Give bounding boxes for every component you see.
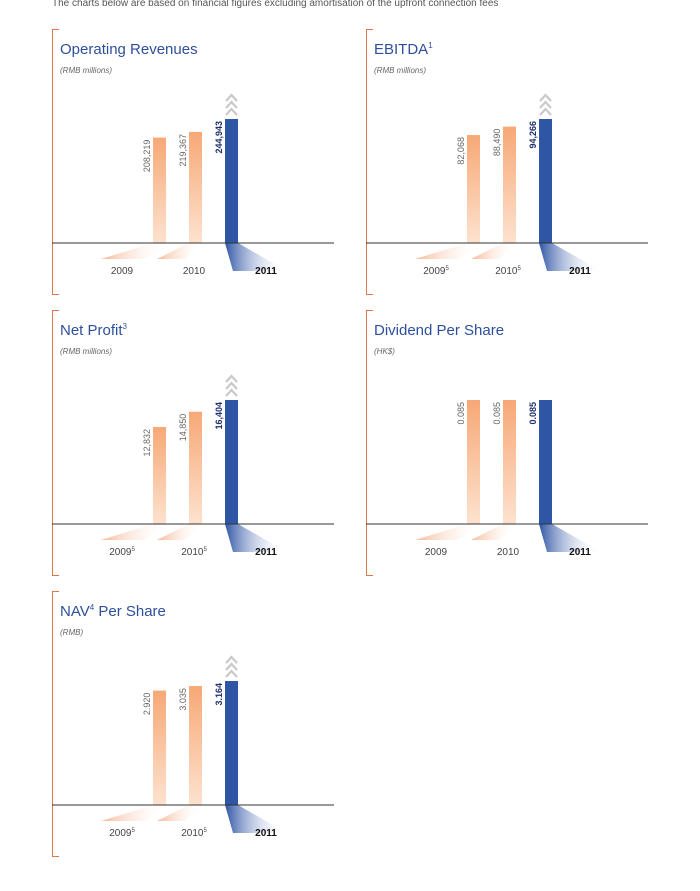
bar-2009 bbox=[467, 135, 480, 243]
year-label: 2009 bbox=[111, 266, 134, 277]
panel-bracket bbox=[366, 310, 373, 576]
growth-arrow-icon bbox=[225, 388, 238, 397]
value-label: 0.085 bbox=[456, 402, 466, 425]
value-label: 3.035 bbox=[178, 688, 188, 711]
value-label: 208,219 bbox=[142, 140, 152, 173]
value-label: 12,832 bbox=[142, 429, 152, 457]
bar-2011 bbox=[225, 400, 238, 524]
chart-title: Dividend Per Share bbox=[374, 322, 505, 339]
year-label: 2011 bbox=[569, 547, 591, 558]
year-label: 2010 bbox=[183, 266, 206, 277]
chart-operating-revenues: Operating Revenues (RMB millions) 208,21… bbox=[52, 29, 342, 295]
value-label: 88,490 bbox=[492, 129, 502, 157]
value-label: 244,943 bbox=[214, 121, 224, 154]
chart-unit: (HK$) bbox=[374, 347, 395, 356]
growth-arrow-icon bbox=[225, 655, 238, 664]
bar-2009 bbox=[153, 690, 166, 805]
value-label: 94,266 bbox=[528, 121, 538, 149]
bar-reflection bbox=[157, 805, 202, 821]
bar-chart: 0.085 2009 0.085 2010 0.085 2011 bbox=[366, 400, 648, 558]
year-label: 2009 bbox=[425, 547, 448, 558]
bar-chart: 208,219 2009 219,367 2010 244,943 2011 bbox=[52, 93, 334, 277]
panel-bracket bbox=[52, 591, 59, 857]
value-label: 0.085 bbox=[492, 402, 502, 425]
year-label: 2011 bbox=[569, 266, 591, 277]
bar-reflection bbox=[101, 243, 166, 259]
bar-reflection bbox=[157, 243, 202, 259]
bar-2010 bbox=[189, 131, 202, 243]
chart-net-profit: Net Profit3 (RMB millions) 12,832 20095 14… bbox=[52, 310, 342, 576]
bar-chart: 82,068 20095 88,490 20105 94,266 2011 bbox=[366, 93, 648, 277]
bar-reflection bbox=[225, 524, 287, 552]
bar-chart: 2.920 20095 3.035 20105 3.164 2011 bbox=[52, 655, 334, 839]
bar-2010 bbox=[189, 686, 202, 805]
growth-arrow-icon bbox=[225, 662, 238, 671]
bar-2010 bbox=[189, 411, 202, 524]
bar-reflection bbox=[225, 805, 287, 833]
growth-arrow-icon bbox=[225, 93, 238, 102]
growth-arrow-icon bbox=[225, 374, 238, 383]
bar-reflection bbox=[471, 243, 516, 259]
chart-ebitda: EBITDA1 (RMB millions) 82,068 20095 88,490… bbox=[366, 29, 656, 295]
value-label: 82,068 bbox=[456, 137, 466, 165]
chart-dividend-per-share: Dividend Per Share (HK$) 0.085 2009 0.085 2… bbox=[366, 310, 656, 576]
bar-reflection bbox=[471, 524, 516, 540]
year-label: 2011 bbox=[255, 266, 277, 277]
growth-arrow-icon bbox=[225, 669, 238, 678]
bar-reflection bbox=[415, 524, 480, 540]
bar-2010 bbox=[503, 400, 516, 524]
chart-title: EBITDA1 bbox=[374, 41, 433, 58]
value-label: 0.085 bbox=[528, 402, 538, 425]
year-label: 2011 bbox=[255, 828, 277, 839]
bar-2011 bbox=[539, 119, 552, 243]
chart-unit: (RMB millions) bbox=[60, 66, 112, 75]
chart-unit: (RMB millions) bbox=[374, 66, 426, 75]
bar-2009 bbox=[467, 400, 480, 524]
bar-reflection bbox=[101, 805, 166, 821]
growth-arrow-icon bbox=[539, 93, 552, 102]
year-label: 20105 bbox=[181, 828, 207, 839]
value-label: 3.164 bbox=[214, 683, 224, 706]
value-label: 14,850 bbox=[178, 414, 188, 442]
panel-bracket bbox=[366, 29, 373, 295]
bar-reflection bbox=[539, 524, 601, 552]
chart-unit: (RMB) bbox=[60, 628, 84, 637]
year-label: 20105 bbox=[495, 266, 521, 277]
growth-arrow-icon bbox=[539, 107, 552, 116]
bar-2011 bbox=[225, 119, 238, 243]
value-label: 2.920 bbox=[142, 693, 152, 716]
growth-arrow-icon bbox=[539, 100, 552, 109]
year-label: 2010 bbox=[497, 547, 520, 558]
bar-reflection bbox=[539, 243, 601, 271]
chart-title: Operating Revenues bbox=[60, 41, 198, 58]
chart-unit: (RMB millions) bbox=[60, 347, 112, 356]
value-label: 219,367 bbox=[178, 134, 188, 167]
bar-2010 bbox=[503, 126, 516, 243]
bar-reflection bbox=[225, 243, 287, 271]
year-label: 20105 bbox=[181, 547, 207, 558]
bar-chart: 12,832 20095 14,850 20105 16,404 2011 bbox=[52, 374, 334, 558]
year-label: 20095 bbox=[109, 547, 135, 558]
chart-title: NAV4 Per Share bbox=[60, 603, 166, 620]
bar-2011 bbox=[539, 400, 552, 524]
bar-reflection bbox=[101, 524, 166, 540]
growth-arrow-icon bbox=[225, 381, 238, 390]
bar-reflection bbox=[415, 243, 480, 259]
growth-arrow-icon bbox=[225, 107, 238, 116]
growth-arrow-icon bbox=[225, 100, 238, 109]
year-label: 20095 bbox=[109, 828, 135, 839]
bar-2009 bbox=[153, 137, 166, 243]
chart-nav-per-share: NAV4 Per Share (RMB) 2.920 20095 3.035 2010… bbox=[52, 591, 342, 857]
panel-bracket bbox=[52, 29, 59, 295]
bar-reflection bbox=[157, 524, 202, 540]
bar-2011 bbox=[225, 681, 238, 805]
value-label: 16,404 bbox=[214, 402, 224, 430]
panel-bracket bbox=[52, 310, 59, 576]
year-label: 2011 bbox=[255, 547, 277, 558]
chart-title: Net Profit3 bbox=[60, 322, 127, 339]
bar-2009 bbox=[153, 427, 166, 524]
intro-note: The charts below are based on financial … bbox=[52, 0, 499, 9]
year-label: 20095 bbox=[423, 266, 449, 277]
